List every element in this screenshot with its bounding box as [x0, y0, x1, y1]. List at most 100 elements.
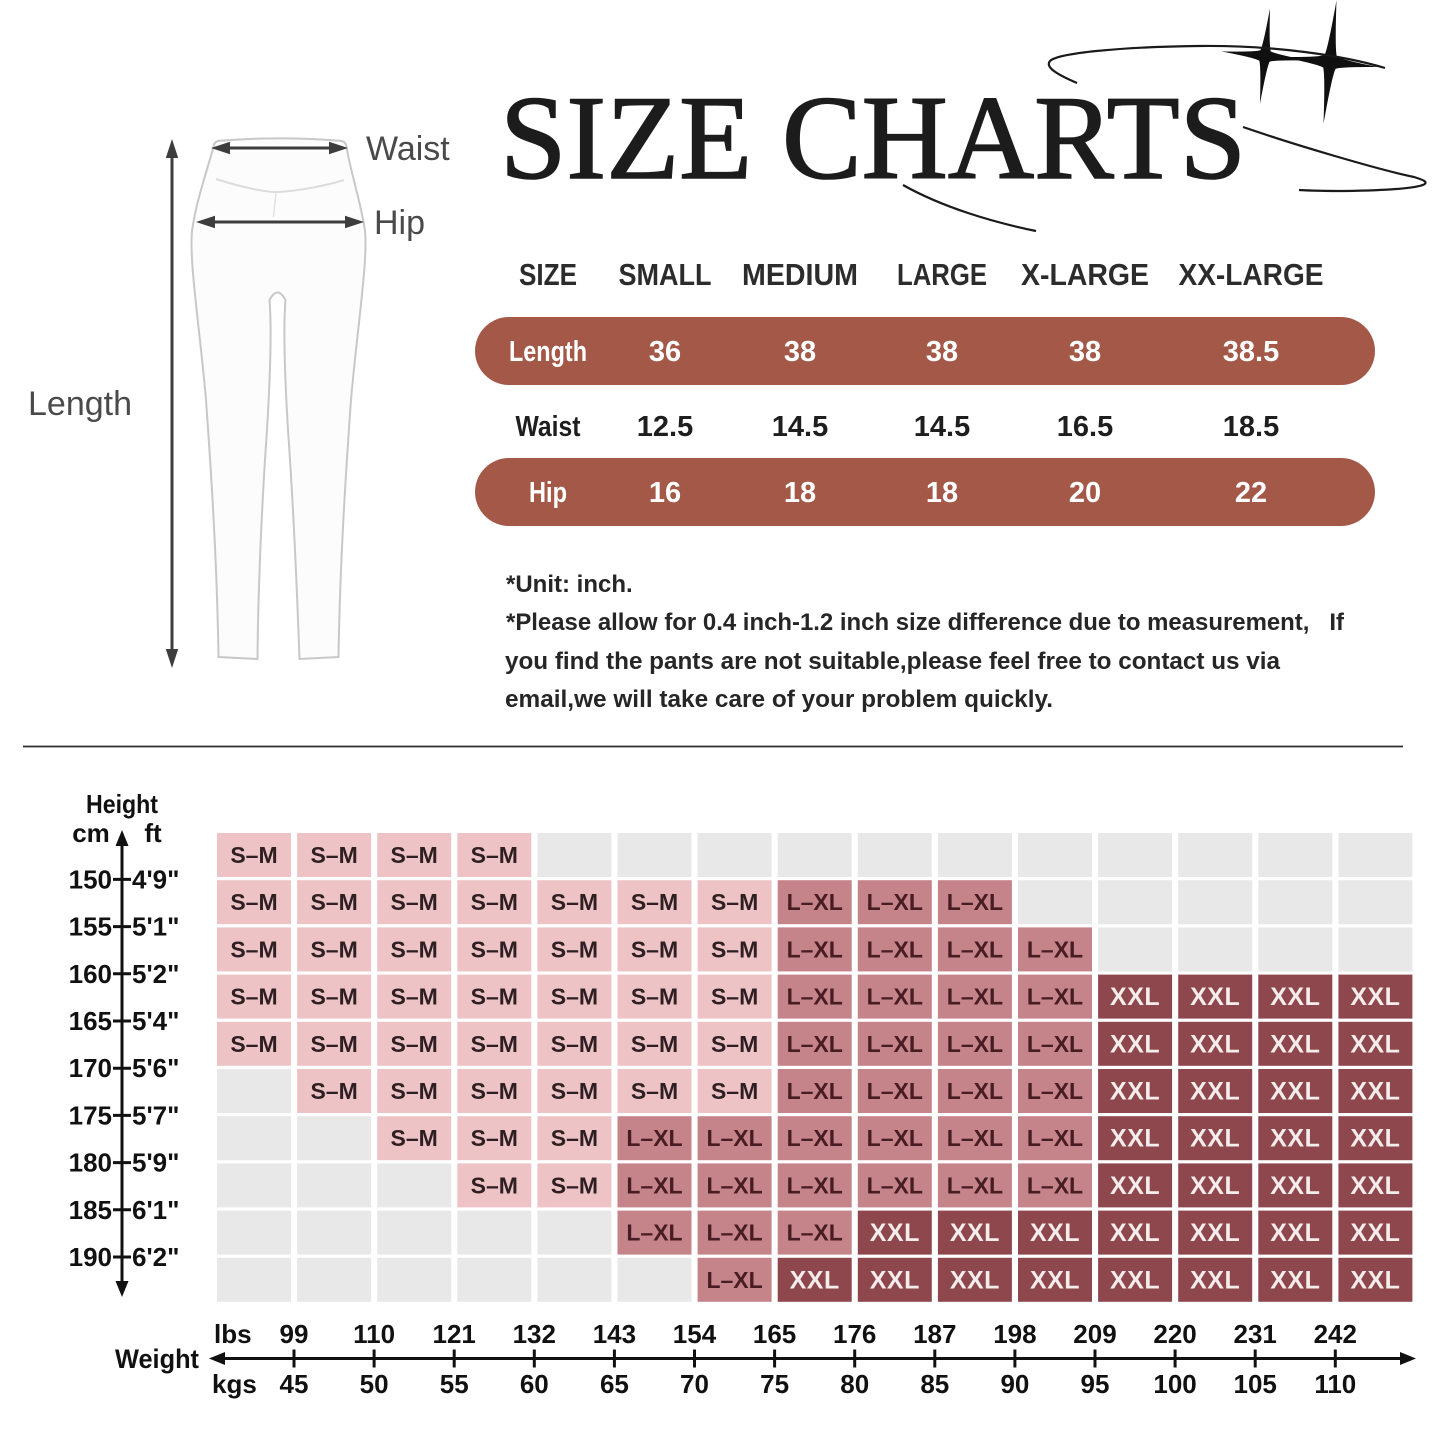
svg-text:150: 150	[69, 864, 112, 894]
svg-text:155: 155	[69, 912, 112, 942]
svg-text:ft: ft	[144, 818, 162, 848]
svg-text:L–XL: L–XL	[787, 984, 843, 1010]
svg-text:38: 38	[784, 336, 816, 368]
svg-text:L–XL: L–XL	[1027, 1031, 1083, 1057]
svg-text:Length: Length	[509, 336, 587, 368]
svg-text:XXL: XXL	[1270, 1030, 1320, 1058]
svg-text:6'2": 6'2"	[132, 1242, 179, 1272]
svg-text:L–XL: L–XL	[626, 1125, 682, 1151]
svg-text:L–XL: L–XL	[1027, 936, 1083, 962]
svg-text:S–M: S–M	[551, 1078, 598, 1104]
svg-text:L–XL: L–XL	[706, 1125, 762, 1151]
svg-text:S–M: S–M	[711, 984, 758, 1010]
svg-text:S–M: S–M	[391, 984, 438, 1010]
svg-text:165: 165	[69, 1006, 112, 1036]
svg-text:XXL: XXL	[1350, 1219, 1400, 1247]
svg-text:L–XL: L–XL	[947, 1031, 1003, 1057]
svg-text:XXL: XXL	[1350, 1172, 1400, 1200]
svg-text:50: 50	[360, 1369, 389, 1399]
svg-text:email,we will take care of you: email,we will take care of your problem …	[505, 686, 1053, 713]
svg-text:S–M: S–M	[711, 936, 758, 962]
svg-text:L–XL: L–XL	[947, 1172, 1003, 1198]
svg-text:L–XL: L–XL	[626, 1172, 682, 1198]
svg-text:14.5: 14.5	[772, 411, 828, 443]
svg-text:143: 143	[593, 1319, 636, 1349]
svg-text:L–XL: L–XL	[867, 1078, 923, 1104]
svg-text:55: 55	[440, 1369, 469, 1399]
svg-text:S–M: S–M	[711, 1078, 758, 1104]
svg-text:18: 18	[926, 477, 958, 509]
svg-text:180: 180	[69, 1148, 112, 1178]
svg-text:SIZE: SIZE	[519, 257, 577, 292]
svg-text:L–XL: L–XL	[947, 936, 1003, 962]
svg-text:S–M: S–M	[631, 936, 678, 962]
svg-text:XXL: XXL	[1270, 1219, 1320, 1247]
svg-text:S–M: S–M	[230, 889, 277, 915]
svg-text:185: 185	[69, 1195, 112, 1225]
svg-text:S–M: S–M	[631, 1078, 678, 1104]
svg-text:Hip: Hip	[374, 204, 425, 242]
svg-text:XXL: XXL	[1350, 1125, 1400, 1153]
svg-text:Hip: Hip	[529, 477, 567, 509]
svg-text:SIZE CHARTS: SIZE CHARTS	[500, 71, 1246, 204]
svg-text:L–XL: L–XL	[867, 1125, 923, 1151]
svg-text:132: 132	[513, 1319, 556, 1349]
svg-text:S–M: S–M	[230, 984, 277, 1010]
svg-text:*Please allow for 0.4 inch-1.2: *Please allow for 0.4 inch-1.2 inch size…	[506, 609, 1345, 636]
svg-text:L–XL: L–XL	[787, 936, 843, 962]
svg-text:S–M: S–M	[230, 1031, 277, 1057]
svg-text:S–M: S–M	[391, 936, 438, 962]
svg-text:L–XL: L–XL	[787, 1125, 843, 1151]
svg-text:Weight: Weight	[115, 1344, 199, 1374]
svg-text:L–XL: L–XL	[1027, 1172, 1083, 1198]
svg-text:231: 231	[1234, 1319, 1277, 1349]
svg-text:XXL: XXL	[1350, 1078, 1400, 1106]
svg-text:165: 165	[753, 1319, 796, 1349]
svg-text:XXL: XXL	[1270, 1125, 1320, 1153]
svg-text:L–XL: L–XL	[867, 889, 923, 915]
svg-text:XXL: XXL	[950, 1266, 1000, 1294]
svg-text:L–XL: L–XL	[867, 936, 923, 962]
svg-text:45: 45	[280, 1369, 309, 1399]
svg-text:kgs: kgs	[212, 1369, 257, 1399]
svg-text:S–M: S–M	[711, 1031, 758, 1057]
svg-text:XXL: XXL	[1270, 1266, 1320, 1294]
svg-text:L–XL: L–XL	[787, 1078, 843, 1104]
svg-text:L–XL: L–XL	[1027, 1078, 1083, 1104]
svg-text:110: 110	[1314, 1369, 1356, 1399]
svg-text:95: 95	[1081, 1369, 1110, 1399]
svg-text:Waist: Waist	[366, 130, 450, 168]
svg-text:6'1": 6'1"	[132, 1195, 179, 1225]
svg-text:S–M: S–M	[471, 936, 518, 962]
svg-text:XXL: XXL	[1190, 983, 1240, 1011]
svg-text:Waist: Waist	[516, 411, 581, 443]
svg-text:S–M: S–M	[551, 936, 598, 962]
svg-text:Height: Height	[86, 789, 158, 819]
svg-text:XX-LARGE: XX-LARGE	[1179, 257, 1324, 292]
svg-text:XXL: XXL	[1190, 1078, 1240, 1106]
svg-text:S–M: S–M	[310, 936, 357, 962]
svg-text:XXL: XXL	[1270, 1172, 1320, 1200]
svg-text:99: 99	[280, 1319, 309, 1349]
svg-text:L–XL: L–XL	[867, 1031, 923, 1057]
svg-text:242: 242	[1314, 1319, 1357, 1349]
svg-text:65: 65	[600, 1369, 629, 1399]
svg-text:L–XL: L–XL	[947, 1125, 1003, 1151]
svg-text:22: 22	[1235, 477, 1267, 509]
svg-text:L–XL: L–XL	[1027, 984, 1083, 1010]
svg-text:L–XL: L–XL	[626, 1220, 682, 1246]
svg-text:S–M: S–M	[631, 1031, 678, 1057]
svg-text:S–M: S–M	[230, 936, 277, 962]
svg-text:38: 38	[1069, 336, 1101, 368]
svg-text:L–XL: L–XL	[787, 889, 843, 915]
svg-text:L–XL: L–XL	[706, 1267, 762, 1293]
svg-text:S–M: S–M	[471, 1125, 518, 1151]
svg-text:80: 80	[840, 1369, 869, 1399]
svg-text:4'9": 4'9"	[132, 864, 179, 894]
svg-text:*Unit: inch.: *Unit: inch.	[506, 571, 633, 598]
svg-text:XXL: XXL	[1110, 1172, 1160, 1200]
svg-text:70: 70	[680, 1369, 709, 1399]
svg-text:XXL: XXL	[1110, 1219, 1160, 1247]
svg-text:S–M: S–M	[391, 842, 438, 868]
svg-text:S–M: S–M	[551, 984, 598, 1010]
